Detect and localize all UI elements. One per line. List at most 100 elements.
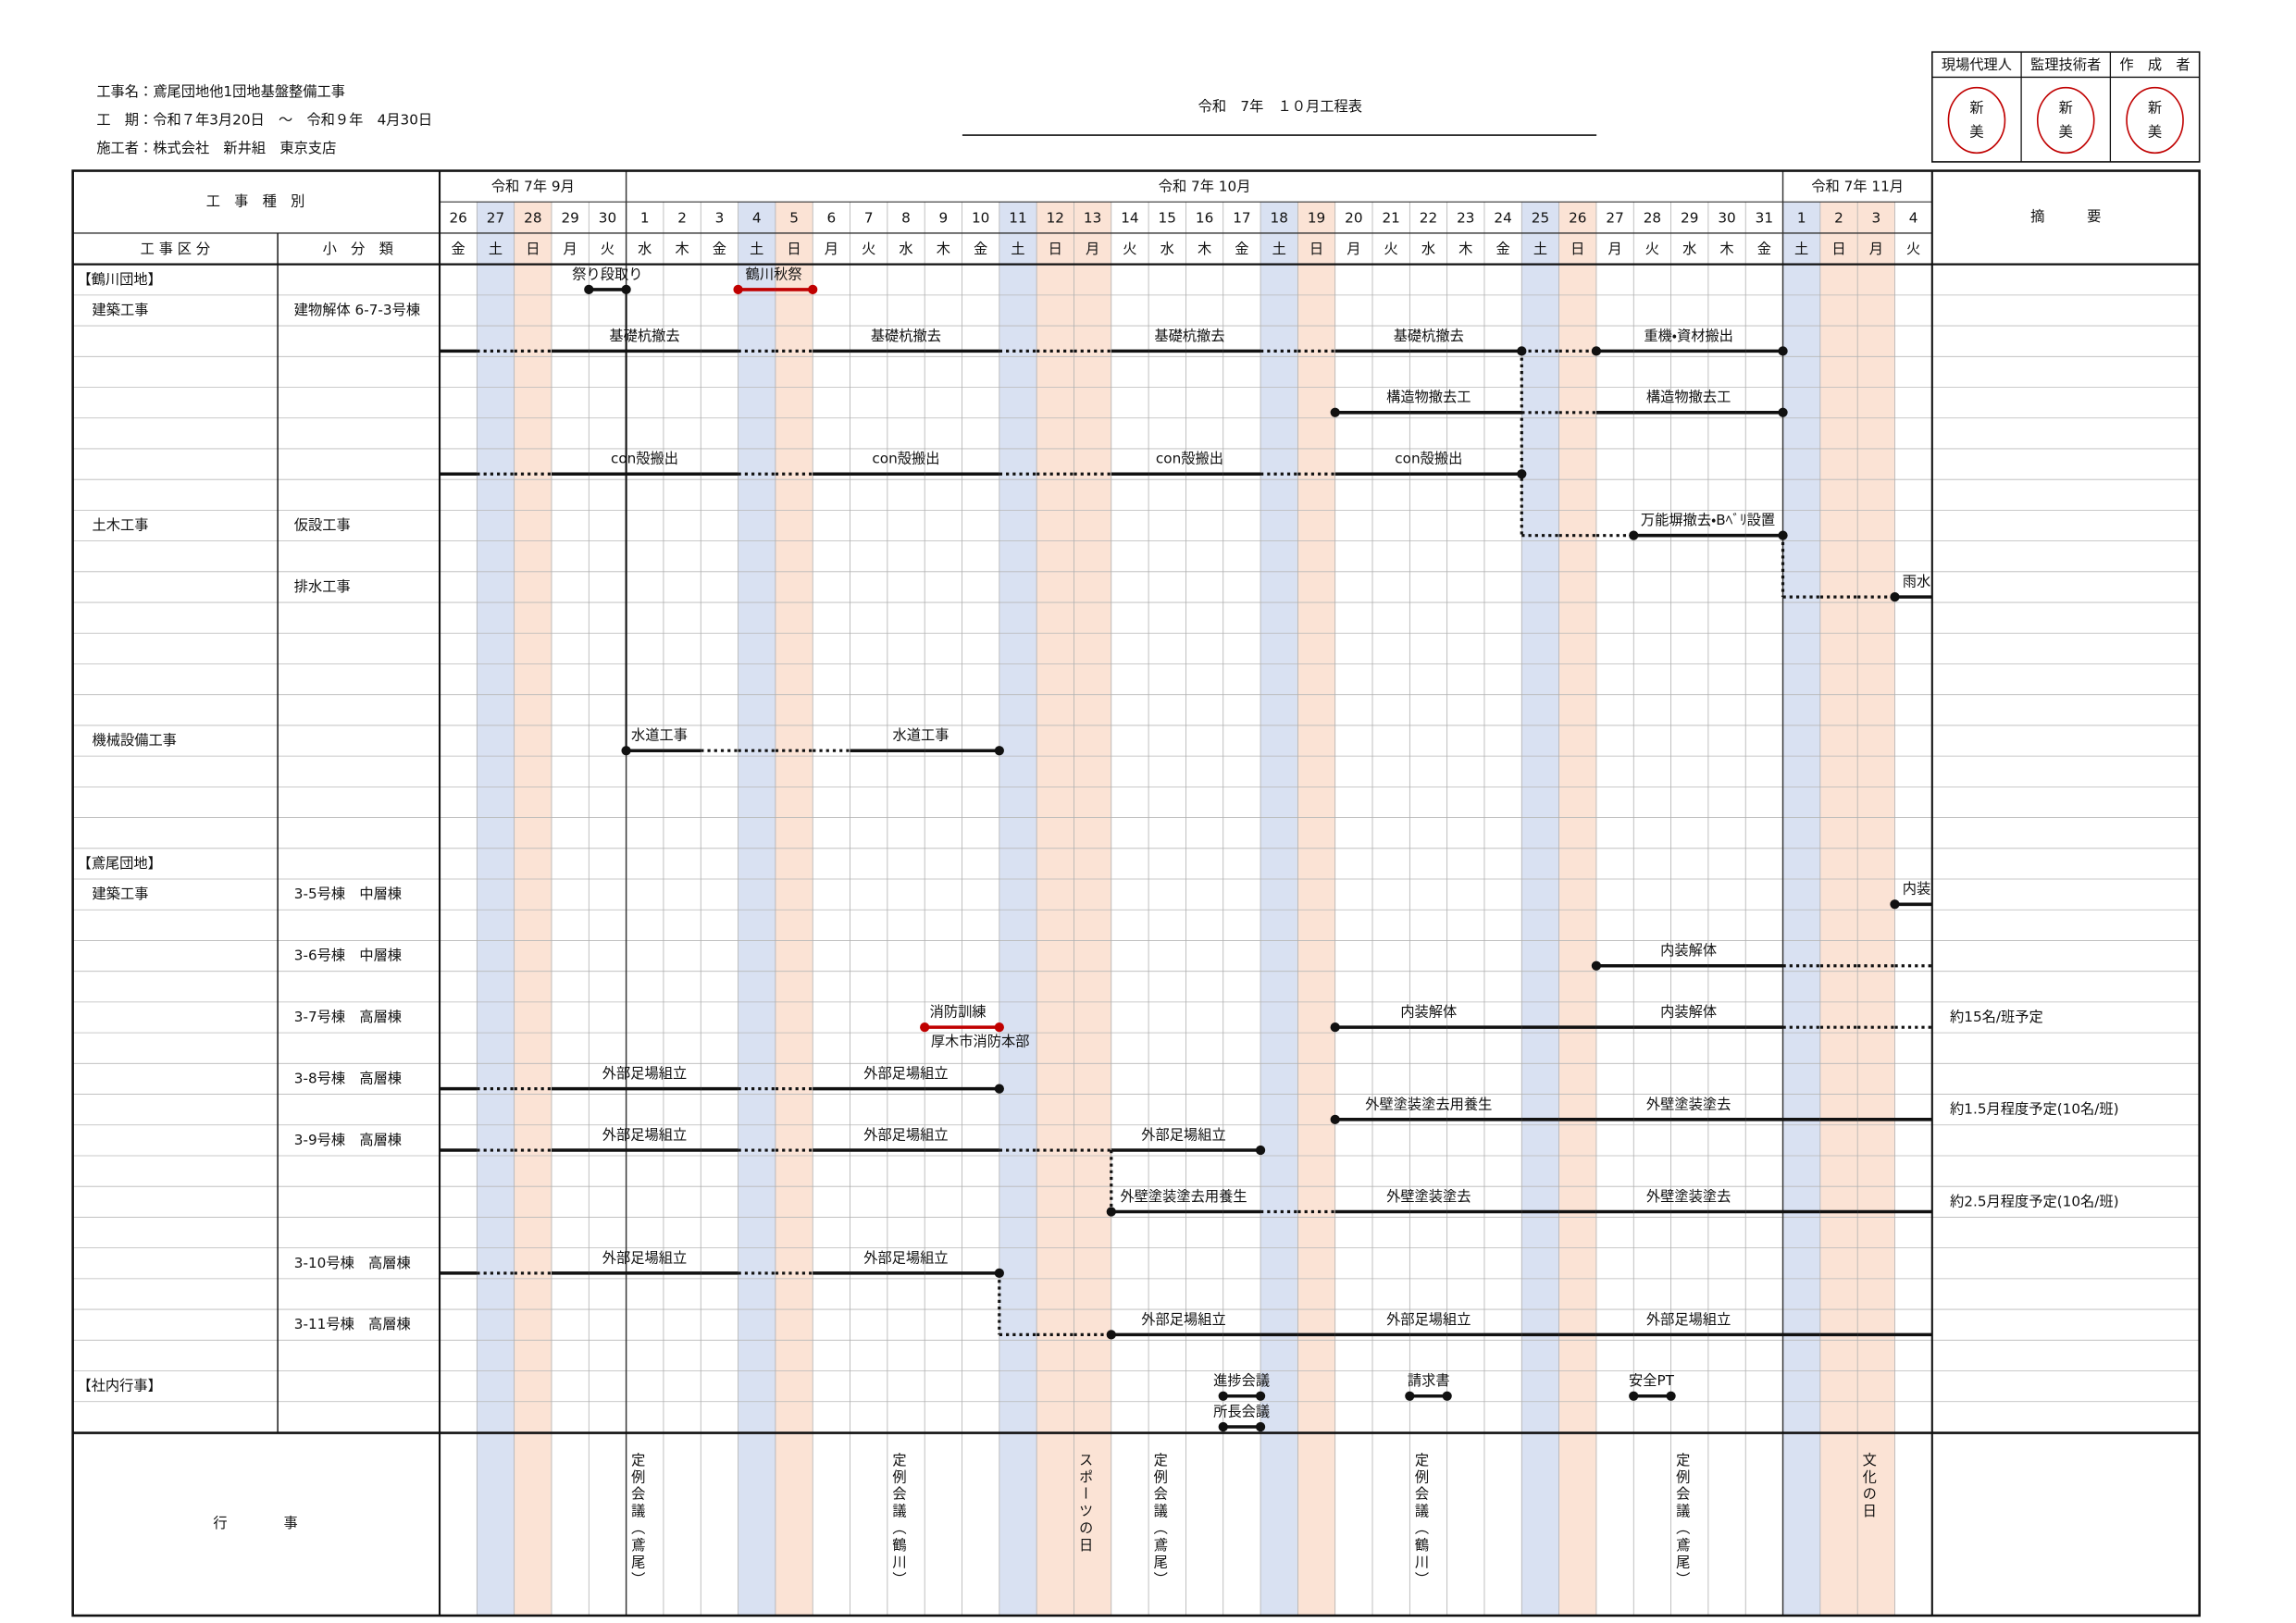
weekday-label: 水 <box>899 241 912 257</box>
category-header: 工 事 種 別 <box>206 193 305 210</box>
weekday-label: 金 <box>974 241 987 257</box>
weekday-label: 水 <box>1160 241 1174 257</box>
weekday-label: 火 <box>1645 241 1659 257</box>
task-endpoint <box>621 746 631 756</box>
weekday-label: 土 <box>1533 241 1547 257</box>
task-label: 構造物撤去工 <box>1386 389 1471 405</box>
seal-char: 新 <box>1969 100 1983 117</box>
task-endpoint <box>1629 1391 1639 1401</box>
weekday-label: 土 <box>1272 241 1286 257</box>
task-endpoint <box>621 284 631 295</box>
day-label: 30 <box>599 209 616 226</box>
weekday-label: 日 <box>1570 241 1584 257</box>
task-label: 外部足場組立 <box>1141 1311 1225 1328</box>
day-label: 5 <box>789 209 799 226</box>
task-label: 外壁塗装塗去用養生 <box>1365 1096 1492 1112</box>
task-label: 構造物撤去工 <box>1646 389 1731 405</box>
day-label: 3 <box>1871 209 1880 226</box>
saturday-shade <box>477 202 515 1616</box>
task-label: 進捗会議 <box>1213 1372 1270 1389</box>
task-label: 重機・資材搬出 <box>1644 328 1733 344</box>
day-label: 26 <box>1569 209 1586 226</box>
task-endpoint <box>994 1084 1004 1094</box>
stamp-role: 作 成 者 <box>2119 56 2190 73</box>
task-endpoint <box>1330 1114 1340 1124</box>
day-label: 28 <box>524 209 541 226</box>
weekday-label: 水 <box>1421 241 1435 257</box>
weekday-label: 火 <box>1906 241 1920 257</box>
task-endpoint <box>808 284 818 295</box>
day-label: 13 <box>1084 209 1101 226</box>
seal <box>2126 86 2184 155</box>
task-label: 基礎杭撤去 <box>1394 328 1464 344</box>
task-label: 鶴川秋祭 <box>746 266 802 282</box>
seal-char: 美 <box>2148 123 2162 140</box>
project-name: 工事名：鳶尾団地他1団地基盤整備工事 <box>96 83 345 100</box>
weekday-label: 木 <box>675 241 689 257</box>
task-endpoint <box>1778 407 1788 417</box>
task-label: 基礎杭撤去 <box>871 328 941 344</box>
task-endpoint <box>1218 1391 1228 1401</box>
task-endpoint <box>994 746 1004 756</box>
day-label: 4 <box>1909 209 1918 226</box>
seal <box>1947 86 2006 155</box>
saturday-shade <box>738 202 776 1616</box>
task-endpoint <box>733 284 743 295</box>
holiday-shade <box>775 202 813 1616</box>
task-endpoint <box>1106 1207 1116 1217</box>
event-text: 定例会議（鳶尾） <box>1674 1452 1691 1589</box>
weekday-label: 月 <box>1086 241 1099 257</box>
task-label: 外部足場組立 <box>602 1126 687 1143</box>
title: 令和 7年 １０月工程表 <box>1198 98 1362 115</box>
day-label: 7 <box>864 209 874 226</box>
remarks-header: 摘 要 <box>2030 208 2101 225</box>
division-header: 工 事 区 分 <box>141 241 210 257</box>
subcategory-header: 小 分 類 <box>323 241 393 257</box>
day-label: 26 <box>449 209 466 226</box>
task-label: 安全PT <box>1629 1372 1675 1389</box>
subcategory-label: 建物解体 6-7-3号棟 <box>294 302 420 318</box>
weekday-label: 月 <box>1869 241 1883 257</box>
task-label: 請求書 <box>1408 1372 1450 1389</box>
stamp-role: 現場代理人 <box>1942 56 2012 73</box>
weekday-label: 木 <box>1458 241 1472 257</box>
task-label: 基礎杭撤去 <box>609 328 679 344</box>
task-label: 内装解体 <box>1660 942 1717 959</box>
task-label: 内装 <box>1903 881 1930 898</box>
events-label: 行 事 <box>213 1515 297 1531</box>
day-label: 19 <box>1308 209 1325 226</box>
subcategory-label: 3-9号棟 高層棟 <box>294 1132 402 1148</box>
task-label: 外部足場組立 <box>602 1249 687 1266</box>
weekday-label: 日 <box>526 241 540 257</box>
task-label: 所長会議 <box>1213 1403 1270 1419</box>
task-label: 基礎杭撤去 <box>1154 328 1224 344</box>
task-endpoint <box>1106 1330 1116 1340</box>
section-label: 【鶴川団地】 <box>77 271 161 288</box>
weekday-label: 火 <box>862 241 875 257</box>
task-endpoint <box>1330 1022 1340 1033</box>
subcategory-label: 3-5号棟 中層棟 <box>294 886 402 902</box>
task-endpoint <box>1591 960 1602 971</box>
task-endpoint <box>1255 1145 1266 1156</box>
saturday-shade <box>1521 202 1559 1616</box>
task-label: 外壁塗装塗去 <box>1386 1188 1471 1205</box>
day-label: 2 <box>677 209 687 226</box>
task-endpoint <box>1890 591 1900 602</box>
day-label: 31 <box>1756 209 1773 226</box>
holiday-shade <box>514 202 552 1616</box>
division-label: 建築工事 <box>93 302 149 318</box>
event-text: 定例会議（鶴川） <box>1412 1452 1429 1589</box>
subcategory-label: 3-10号棟 高層棟 <box>294 1255 411 1271</box>
weekday-label: 火 <box>1123 241 1136 257</box>
day-label: 25 <box>1532 209 1549 226</box>
weekday-label: 日 <box>1309 241 1323 257</box>
day-label: 10 <box>972 209 989 226</box>
task-endpoint <box>1591 346 1602 356</box>
division-label: 建築工事 <box>93 886 149 902</box>
weekday-label: 日 <box>1831 241 1845 257</box>
weekday-label: 月 <box>1347 241 1360 257</box>
weekday-label: 木 <box>1719 241 1733 257</box>
day-label: 4 <box>752 209 762 226</box>
